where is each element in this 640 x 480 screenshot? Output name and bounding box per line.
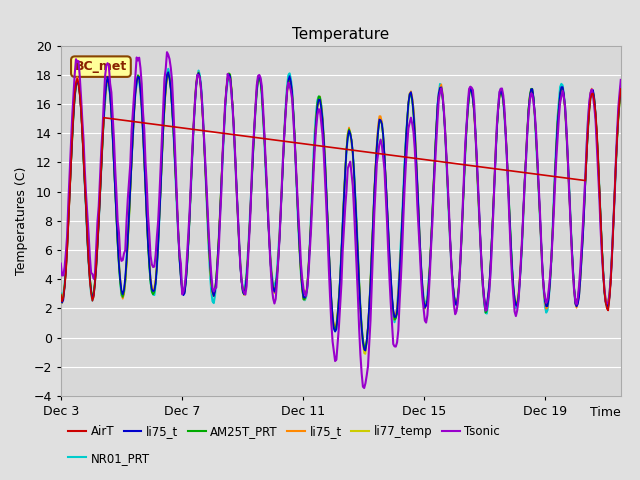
- Text: BC_met: BC_met: [75, 60, 127, 73]
- Y-axis label: Temperatures (C): Temperatures (C): [15, 167, 28, 275]
- Legend: AirT, li75_t, AM25T_PRT, li75_t, li77_temp, Tsonic: AirT, li75_t, AM25T_PRT, li75_t, li77_te…: [63, 420, 505, 443]
- Text: Time: Time: [590, 406, 621, 419]
- Legend: NR01_PRT: NR01_PRT: [63, 447, 154, 469]
- Title: Temperature: Temperature: [292, 27, 389, 42]
